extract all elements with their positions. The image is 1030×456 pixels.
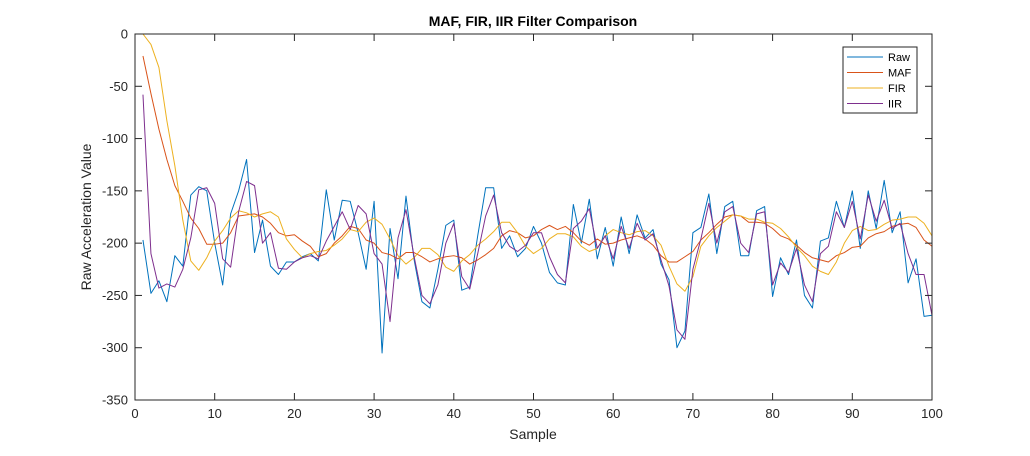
y-tick-label: -50: [109, 79, 128, 94]
y-tick-label: -300: [102, 340, 128, 355]
x-tick-label: 90: [845, 406, 859, 421]
y-tick-label: -150: [102, 183, 128, 198]
y-tick-label: -250: [102, 288, 128, 303]
x-tick-label: 80: [765, 406, 779, 421]
x-tick-label: 60: [606, 406, 620, 421]
y-tick-label: 0: [121, 27, 128, 42]
x-tick-label: 0: [131, 406, 138, 421]
x-tick-label: 50: [526, 406, 540, 421]
x-tick-label: 10: [207, 406, 221, 421]
y-tick-label: -100: [102, 131, 128, 146]
x-tick-label: 70: [686, 406, 700, 421]
legend-label-raw: Raw: [888, 52, 910, 64]
x-tick-label: 100: [921, 406, 943, 421]
y-tick-label: -350: [102, 393, 128, 408]
legend: Raw MAF FIR IIR: [842, 46, 918, 114]
x-tick-label: 30: [367, 406, 381, 421]
legend-box: [842, 46, 918, 114]
legend-label-maf: MAF: [888, 68, 912, 80]
x-tick-label: 40: [447, 406, 461, 421]
y-axis: 0 -50 -100 -150 -200 -250 -300 -350: [102, 27, 932, 408]
plot-area: [135, 34, 932, 400]
x-axis: 0 10 20 30 40 50 60 70 80 90 100: [131, 34, 943, 421]
y-tick-label: -200: [102, 236, 128, 251]
legend-label-fir: FIR: [888, 83, 906, 95]
chart-title: MAF, FIR, IIR Filter Comparison: [429, 13, 637, 29]
series-line-fir: [142, 33, 933, 292]
series-layer: [142, 33, 933, 354]
y-axis-title: Raw Acceleration Value: [78, 143, 94, 290]
x-axis-title: Sample: [509, 426, 557, 442]
x-tick-label: 20: [287, 406, 301, 421]
legend-label-iir: IIR: [888, 99, 902, 111]
series-line-iir: [142, 94, 933, 340]
